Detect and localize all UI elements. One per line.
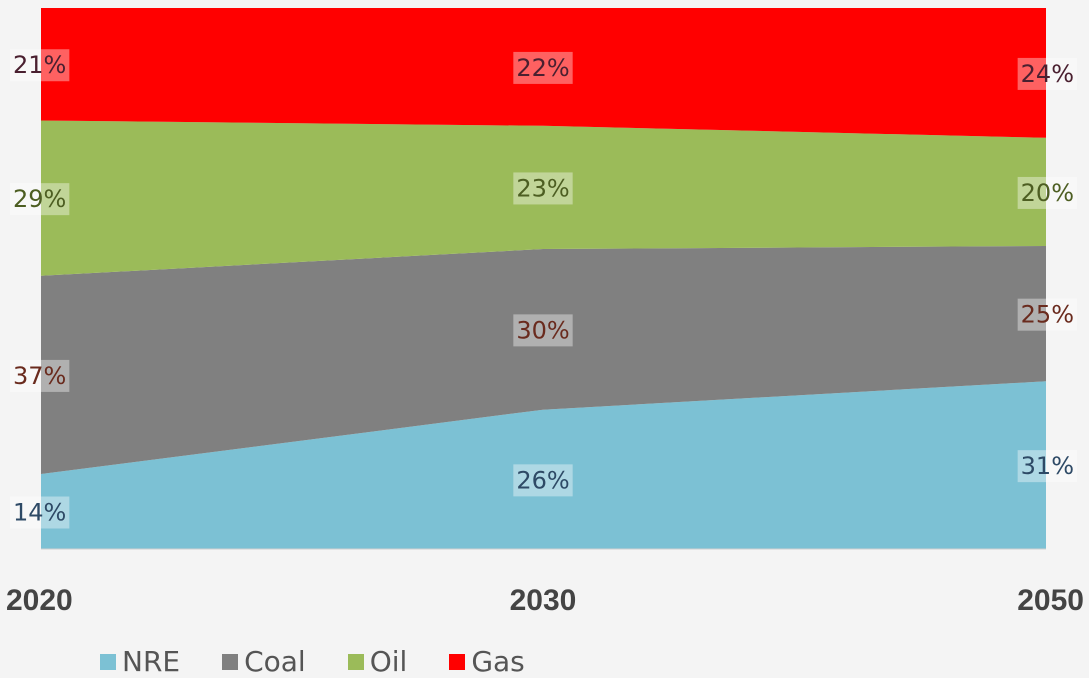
legend-label-oil: Oil [369, 645, 408, 678]
svg-text:23%: 23% [516, 174, 569, 202]
svg-text:31%: 31% [1021, 452, 1074, 480]
legend: NRE Coal Oil Gas [100, 646, 567, 678]
svg-text:21%: 21% [13, 51, 66, 79]
data-label-nre-2030: 26% [513, 464, 573, 497]
svg-text:20%: 20% [1021, 179, 1074, 207]
legend-item-coal: Coal [222, 646, 306, 678]
data-label-coal-2030: 30% [513, 314, 573, 347]
data-label-coal-2020: 37% [10, 359, 70, 392]
legend-swatch-coal [222, 654, 239, 670]
legend-swatch-gas [449, 654, 466, 670]
data-label-oil-2030: 23% [513, 172, 573, 205]
x-tick-label-2030: 2030 [510, 584, 577, 617]
data-label-nre-2020: 14% [10, 496, 70, 529]
legend-item-nre: NRE [100, 646, 180, 678]
legend-label-nre: NRE [122, 645, 181, 678]
svg-text:26%: 26% [516, 466, 569, 494]
area-oil [41, 120, 1046, 276]
area-nre [41, 381, 1046, 549]
svg-text:25%: 25% [1021, 301, 1074, 329]
area-gas [41, 8, 1046, 138]
svg-text:14%: 14% [13, 499, 66, 527]
legend-swatch-oil [347, 654, 364, 670]
data-label-gas-2030: 22% [513, 51, 573, 84]
data-label-gas-2050: 24% [1017, 57, 1077, 90]
data-label-nre-2050: 31% [1017, 450, 1077, 483]
svg-text:30%: 30% [516, 316, 569, 344]
svg-text:37%: 37% [13, 362, 66, 390]
svg-text:24%: 24% [1021, 60, 1074, 88]
x-tick-label-2050: 2050 [1017, 584, 1084, 617]
svg-text:22%: 22% [516, 54, 569, 82]
x-tick-label-2020: 2020 [6, 584, 73, 617]
data-label-oil-2050: 20% [1017, 176, 1077, 209]
data-label-gas-2020: 21% [10, 49, 70, 82]
legend-item-oil: Oil [347, 645, 408, 678]
legend-label-coal: Coal [244, 645, 306, 678]
svg-text:29%: 29% [13, 185, 66, 213]
legend-label-gas: Gas [471, 645, 525, 678]
legend-item-gas: Gas [449, 645, 525, 678]
data-label-coal-2050: 25% [1017, 298, 1077, 331]
area-coal [41, 246, 1046, 474]
data-label-oil-2020: 29% [10, 183, 70, 216]
legend-swatch-nre [100, 654, 116, 670]
